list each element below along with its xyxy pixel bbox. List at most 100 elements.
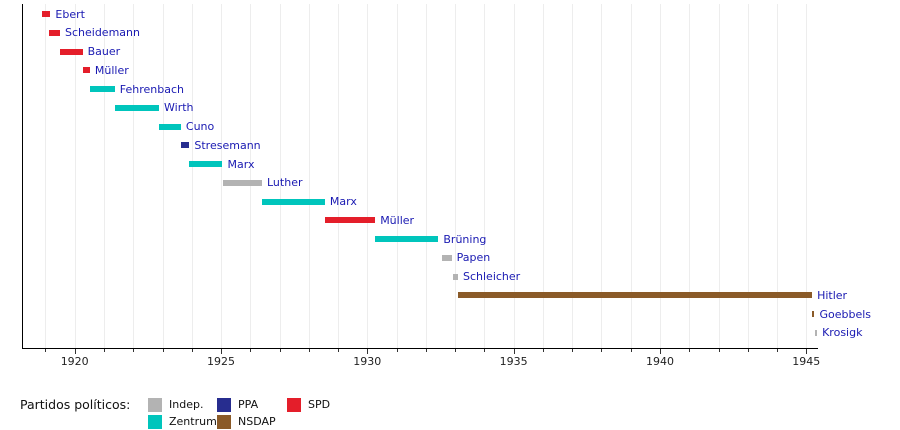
gridline bbox=[133, 4, 135, 348]
axis-minor-tick bbox=[542, 349, 544, 352]
bar-label-cuno: Cuno bbox=[185, 120, 215, 134]
timeline-bar-papen bbox=[441, 254, 452, 261]
legend-label-nsdap: NSDAP bbox=[238, 415, 276, 428]
timeline-bar-bruning bbox=[375, 236, 439, 243]
bar-label-goebbels: Goebbels bbox=[819, 307, 872, 321]
axis-minor-tick bbox=[250, 349, 252, 352]
gridline bbox=[601, 4, 603, 348]
axis-minor-tick bbox=[689, 349, 691, 352]
gridline bbox=[367, 4, 369, 348]
axis-year-label: 1945 bbox=[792, 355, 821, 368]
legend-swatch-nsdap bbox=[217, 415, 231, 429]
gridline bbox=[425, 4, 427, 348]
bar-label-marx: Marx bbox=[227, 157, 255, 171]
bar-label-papen: Papen bbox=[456, 251, 491, 265]
gridline bbox=[630, 4, 632, 348]
gridline bbox=[279, 4, 281, 348]
legend-swatch-ppa bbox=[217, 398, 231, 412]
y-axis bbox=[22, 4, 23, 348]
axis-minor-tick bbox=[718, 349, 720, 352]
bar-label-fehrenbach: Fehrenbach bbox=[119, 82, 185, 96]
axis-minor-tick bbox=[455, 349, 457, 352]
axis-major-tick bbox=[367, 349, 369, 354]
gridline bbox=[103, 4, 105, 348]
axis-minor-tick bbox=[308, 349, 310, 352]
bar-label-muller: Müller bbox=[380, 213, 415, 227]
axis-minor-tick bbox=[572, 349, 574, 352]
axis-minor-tick bbox=[630, 349, 632, 352]
timeline-bar-bauer bbox=[59, 48, 83, 55]
gridline bbox=[162, 4, 164, 348]
legend-swatch-indep bbox=[148, 398, 162, 412]
axis-minor-tick bbox=[484, 349, 486, 352]
timeline-bar-hitler bbox=[458, 292, 813, 299]
bar-label-schleicher: Schleicher bbox=[463, 270, 521, 284]
axis-minor-tick bbox=[191, 349, 193, 352]
axis-major-tick bbox=[221, 349, 222, 354]
gridline bbox=[396, 4, 398, 348]
axis-year-label: 1930 bbox=[353, 355, 382, 368]
axis-year-label: 1940 bbox=[646, 355, 674, 368]
axis-minor-tick bbox=[133, 349, 135, 352]
gridline bbox=[718, 4, 720, 348]
axis-minor-tick bbox=[45, 349, 47, 352]
legend-label-spd: SPD bbox=[308, 398, 331, 411]
bar-label-ebert: Ebert bbox=[55, 7, 85, 21]
gridline bbox=[191, 4, 193, 348]
timeline-bar-scheidemann bbox=[49, 29, 60, 36]
timeline-bar-goebbels bbox=[812, 311, 815, 318]
axis-major-tick bbox=[806, 349, 808, 354]
axis-minor-tick bbox=[601, 349, 603, 352]
axis-minor-tick bbox=[425, 349, 427, 352]
axis-minor-tick bbox=[338, 349, 340, 352]
legend-swatch-spd bbox=[287, 398, 301, 412]
axis-year-label: 1935 bbox=[499, 355, 528, 368]
axis-minor-tick bbox=[162, 349, 164, 352]
timeline-bar-krosigk bbox=[814, 329, 818, 336]
gridline bbox=[660, 4, 661, 348]
gridline bbox=[542, 4, 544, 348]
bar-label-hitler: Hitler bbox=[817, 288, 848, 302]
legend-label-indep: Indep. bbox=[169, 398, 204, 411]
bar-label-luther: Luther bbox=[267, 176, 303, 190]
bar-label-krosigk: Krosigk bbox=[822, 326, 863, 340]
timeline-bar-ebert bbox=[41, 11, 51, 17]
bar-label-stresemann: Stresemann bbox=[194, 138, 261, 152]
axis-year-label: 1920 bbox=[60, 355, 89, 368]
gridline bbox=[484, 4, 486, 348]
timeline-bar-fehrenbach bbox=[89, 86, 115, 92]
timeline-bar-schleicher bbox=[453, 273, 459, 280]
timeline-bar-luther bbox=[222, 179, 262, 186]
axis-minor-tick bbox=[747, 349, 749, 352]
gridline bbox=[806, 4, 808, 348]
timeline-bar-muller bbox=[82, 67, 90, 74]
axis-major-tick bbox=[513, 349, 515, 354]
gridline bbox=[250, 4, 252, 348]
gridline bbox=[221, 4, 222, 348]
legend-label-zentrum: Zentrum bbox=[169, 415, 217, 428]
axis-year-label: 1925 bbox=[207, 355, 235, 368]
legend-swatch-zentrum bbox=[148, 415, 162, 429]
axis-minor-tick bbox=[777, 349, 778, 352]
gridline bbox=[572, 4, 574, 348]
bar-label-marx: Marx bbox=[329, 195, 357, 209]
bar-label-muller: Müller bbox=[94, 63, 129, 77]
timeline-bar-cuno bbox=[159, 123, 181, 130]
gridline bbox=[747, 4, 749, 348]
gridline bbox=[689, 4, 691, 348]
timeline-bar-muller bbox=[324, 217, 376, 224]
timeline-bar-marx bbox=[189, 161, 223, 168]
gridline bbox=[777, 4, 778, 348]
gridline bbox=[338, 4, 340, 348]
timeline-bar-stresemann bbox=[180, 142, 190, 149]
legend-label-ppa: PPA bbox=[238, 398, 259, 411]
timeline-bar-marx bbox=[262, 198, 325, 205]
axis-major-tick bbox=[74, 349, 76, 354]
timeline-bar-wirth bbox=[114, 104, 159, 111]
gridline bbox=[455, 4, 457, 348]
legend-title: Partidos políticos: bbox=[20, 397, 131, 412]
axis-minor-tick bbox=[279, 349, 281, 352]
bar-label-wirth: Wirth bbox=[164, 101, 194, 115]
axis-minor-tick bbox=[396, 349, 398, 352]
